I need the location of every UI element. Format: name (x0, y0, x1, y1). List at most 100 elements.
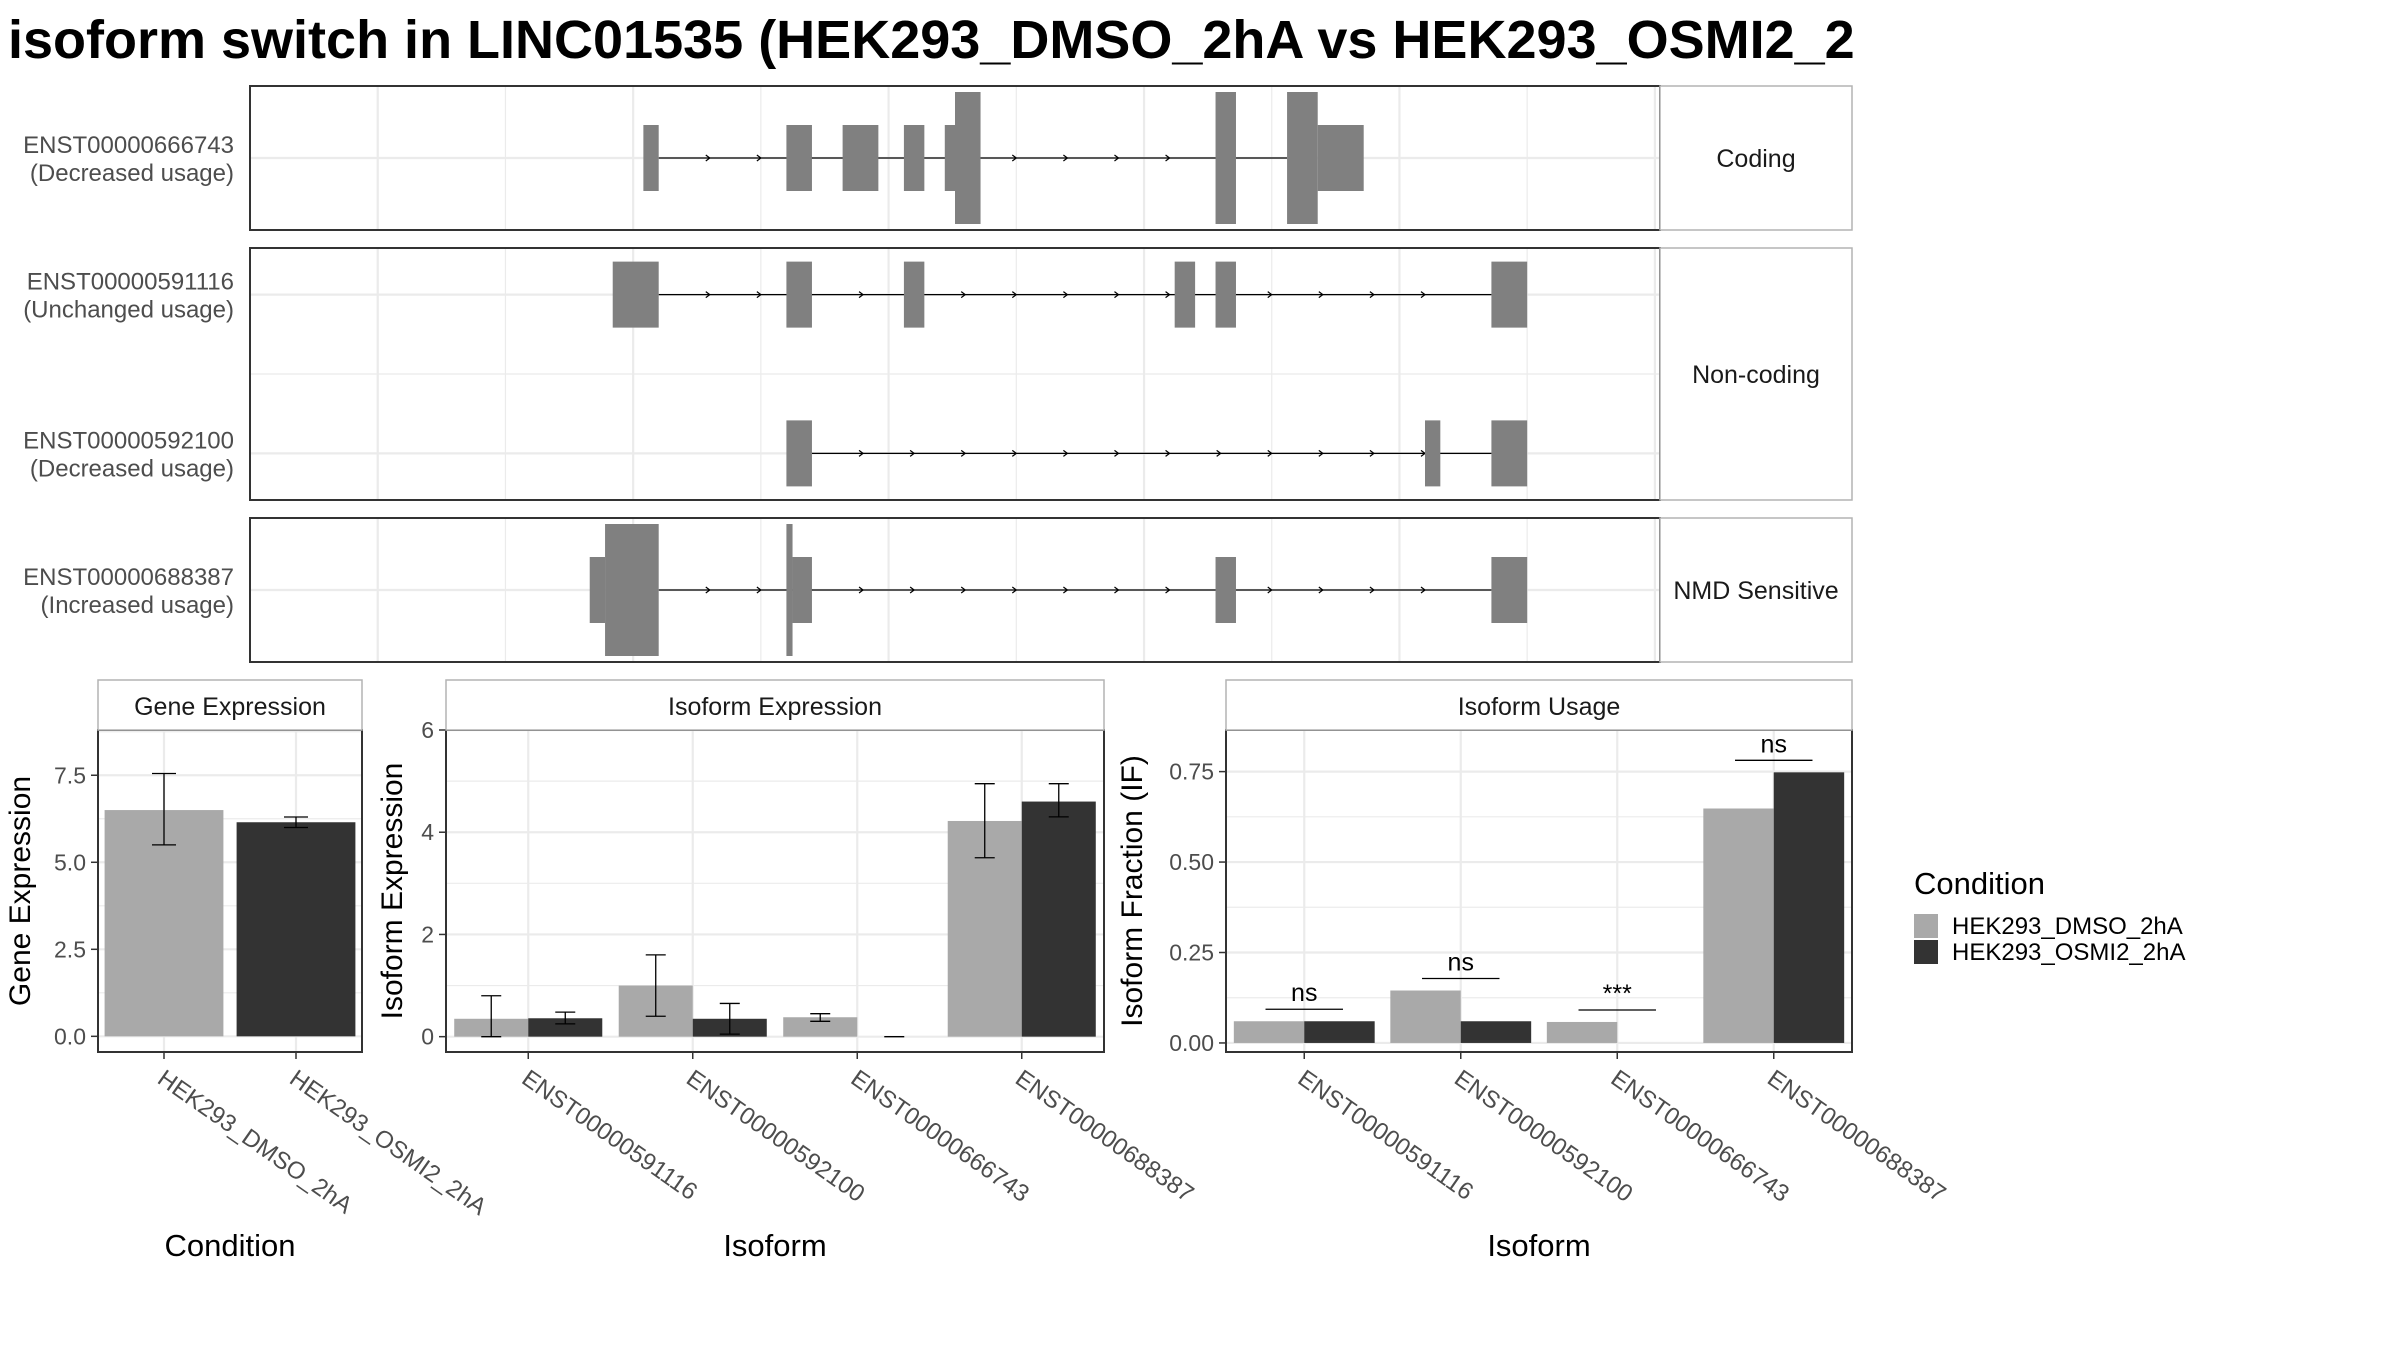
bar-HEK293_OSMI2_2hA (236, 822, 356, 1037)
transcript-structure-plot: ENST00000666743(Decreased usage)CodingEN… (23, 85, 1853, 663)
facet-strip-label: Coding (1716, 145, 1795, 173)
chart-gene-expression: 0.02.55.07.5HEK293_DMSO_2hAHEK293_OSMI2_… (4, 679, 491, 1263)
bar-ENST00000592100-HEK293_OSMI2_2hA (1460, 1021, 1532, 1043)
chart-strip (445, 679, 1105, 731)
exon-block (842, 125, 879, 191)
y-axis-title: Gene Expression (4, 776, 37, 1006)
y-tick-label: 0 (421, 1024, 434, 1050)
facet-strip (1659, 517, 1853, 663)
strand-arrow (1063, 586, 1069, 594)
strand-arrow (756, 154, 762, 162)
exon-block (1215, 261, 1236, 328)
exon-block (1215, 92, 1236, 224)
exon-block (1491, 261, 1528, 328)
bar-ENST00000591116-HEK293_OSMI2_2hA (1304, 1021, 1375, 1043)
transcript-id-label: ENST00000666743 (23, 132, 234, 159)
facet-strip-label: NMD Sensitive (1673, 577, 1838, 605)
strand-arrow (1267, 586, 1273, 594)
y-tick-label: 0.25 (1169, 940, 1214, 966)
strand-arrow (1114, 154, 1120, 162)
error-bar (284, 816, 308, 829)
strand-arrow (1114, 449, 1120, 457)
exon-block (605, 524, 659, 656)
facet-strip (1659, 247, 1853, 501)
exon-block (786, 125, 812, 191)
y-axis-title: Isoform Expression (376, 763, 409, 1020)
strand-arrow (1318, 291, 1324, 299)
significance-label: ns (1761, 730, 1787, 758)
strand-arrow (1011, 449, 1018, 457)
bar-ENST00000591116-HEK293_OSMI2_2hA (528, 1018, 603, 1037)
strand-arrow (1216, 449, 1222, 457)
bar-ENST00000592100-HEK293_DMSO_2hA (1390, 990, 1461, 1043)
strand-arrow (1369, 586, 1375, 594)
error-bar (555, 1011, 576, 1025)
exon-block (786, 420, 812, 487)
error-bar (810, 1013, 831, 1022)
strand-arrow (1063, 291, 1069, 299)
transcript-usage-label: (Decreased usage) (30, 160, 234, 187)
figure-title: isoform switch in LINC01535 (HEK293_DMSO… (8, 10, 1855, 70)
chart-strip (1225, 679, 1853, 731)
transcript-track-ENST00000592100 (786, 420, 1528, 487)
strand-arrow (960, 449, 967, 457)
transcript-track-ENST00000591116 (612, 261, 1528, 328)
exon-block (792, 557, 812, 623)
chart-title: Isoform Expression (668, 693, 882, 721)
legend-entry-label: HEK293_OSMI2_2hA (1952, 939, 2185, 966)
transcript-track-ENST00000666743 (643, 92, 1364, 224)
strand-arrow (756, 291, 762, 299)
strand-arrow (1011, 154, 1018, 162)
y-tick-label: 4 (421, 819, 434, 845)
significance-label: ns (1448, 948, 1474, 976)
strand-arrow (1369, 291, 1375, 299)
bar-ENST00000666743-HEK293_DMSO_2hA (1546, 1021, 1618, 1043)
x-tick-label: ENST00000591116 (517, 1065, 702, 1206)
facet-strip-label: Non-coding (1692, 361, 1820, 389)
strand-arrow (1165, 291, 1171, 299)
error-bar (719, 1002, 740, 1035)
exon-block (1174, 261, 1196, 328)
transcript-usage-label: (Unchanged usage) (23, 297, 234, 324)
structure-facet-non-coding: ENST00000591116(Unchanged usage) ENST0000… (23, 247, 1853, 501)
legend-title: Condition (1914, 866, 2045, 901)
strand-arrow (858, 449, 865, 457)
exon-block (1491, 420, 1528, 487)
x-tick-label: ENST00000666743 (846, 1065, 1034, 1208)
exon-block (786, 261, 812, 328)
exon-block (955, 92, 981, 224)
error-bar (974, 783, 995, 859)
exon-block (1215, 557, 1236, 623)
significance-label: ns (1291, 979, 1317, 1007)
y-tick-label: 5.0 (54, 849, 86, 875)
strand-arrow (1165, 586, 1171, 594)
legend-swatch (1914, 914, 1938, 938)
transcript-id-label: ENST00000688387 (23, 564, 234, 591)
exon-block (612, 261, 659, 328)
exon-block (903, 125, 925, 191)
transcript-id-label: ENST00000591116 (27, 269, 234, 296)
exon-block (1491, 557, 1528, 623)
strand-arrow (909, 449, 916, 457)
transcript-track-ENST00000688387 (589, 524, 1528, 656)
x-tick-label: ENST00000592100 (681, 1065, 869, 1208)
expression-charts: 0.02.55.07.5HEK293_DMSO_2hAHEK293_OSMI2_… (4, 679, 1951, 1263)
strand-arrow (858, 291, 865, 299)
exon-block (589, 557, 606, 623)
structure-facet-coding: ENST00000666743(Decreased usage) Coding (23, 85, 1853, 231)
legend-swatch (1914, 940, 1938, 964)
exon-block (1425, 420, 1441, 487)
strand-arrow (1420, 586, 1426, 594)
strand-arrow (705, 154, 711, 162)
y-tick-label: 6 (421, 717, 434, 743)
exon-block (786, 524, 793, 656)
y-tick-label: 0.00 (1169, 1030, 1214, 1056)
strand-arrow (705, 291, 711, 299)
error-bar (645, 954, 666, 1017)
y-tick-label: 2.5 (54, 936, 86, 962)
strand-arrow (1318, 586, 1324, 594)
chart-isoform-expression: 0 2 4 6 ENST00000591116ENST00000592100ENST00… (376, 679, 1199, 1263)
y-tick-label: 2 (421, 921, 434, 947)
